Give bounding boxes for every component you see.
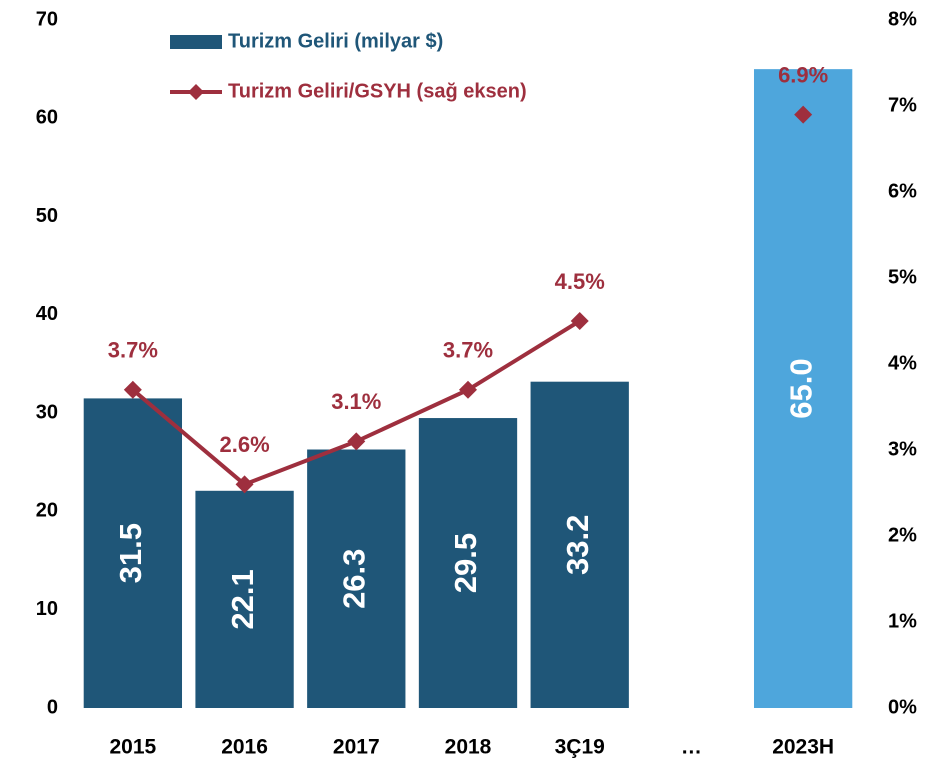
x-tick-label: 2015 — [109, 736, 156, 759]
legend-swatch — [170, 35, 222, 49]
x-tick-label: 2016 — [221, 736, 268, 759]
line-value-label: 3.1% — [331, 389, 381, 414]
line-marker — [347, 432, 366, 451]
bar-value-label: 26.3 — [336, 549, 371, 609]
y2-tick-label: 5% — [888, 266, 917, 288]
y2-tick-label: 2% — [888, 524, 917, 546]
legend-label: Turizm Geliri (milyar $) — [228, 30, 443, 52]
y2-tick-label: 4% — [888, 352, 917, 374]
y-tick-label: 20 — [36, 500, 58, 522]
y-tick-label: 50 — [36, 205, 58, 227]
bar-value-label: 31.5 — [113, 523, 148, 583]
line-marker — [459, 380, 477, 399]
bar — [307, 449, 406, 708]
line-marker — [123, 380, 142, 399]
line-value-label: 2.6% — [219, 432, 269, 457]
y-tick-label: 30 — [36, 401, 58, 423]
x-tick-label: 2017 — [333, 736, 380, 759]
line-marker — [794, 105, 813, 124]
legend-swatch-marker — [188, 84, 204, 100]
y2-tick-label: 0% — [888, 696, 917, 718]
line-value-label: 4.5% — [555, 269, 605, 294]
bar-value-label: 29.5 — [448, 533, 483, 593]
x-tick-label: 3Ç19 — [555, 736, 605, 759]
bar-value-label: 65.0 — [783, 358, 818, 418]
y-tick-label: 0 — [47, 696, 58, 718]
y-tick-label: 40 — [36, 303, 58, 325]
bar — [195, 490, 294, 708]
y2-tick-label: 1% — [888, 610, 917, 632]
bar — [83, 398, 183, 708]
line-value-label: 3.7% — [108, 338, 158, 363]
bar — [418, 418, 518, 708]
y2-tick-label: 3% — [888, 438, 917, 460]
y-tick-label: 70 — [36, 8, 58, 30]
line-value-label: 6.9% — [778, 62, 828, 87]
bar-value-label: 33.2 — [560, 515, 595, 575]
bar-value-label: 22.1 — [225, 569, 260, 629]
bar — [530, 381, 629, 708]
y-tick-label: 10 — [36, 598, 58, 620]
line-marker — [235, 475, 254, 494]
legend-label: Turizm Geliri/GSYH (sağ eksen) — [228, 80, 527, 102]
bar — [753, 69, 853, 708]
line-marker — [570, 312, 589, 330]
y-tick-label: 60 — [36, 107, 58, 129]
x-tick-label: … — [681, 736, 702, 759]
x-tick-label: 2018 — [445, 736, 492, 759]
y2-tick-label: 6% — [888, 180, 917, 202]
y2-tick-label: 8% — [888, 8, 917, 30]
line-value-label: 3.7% — [443, 338, 493, 363]
x-tick-label: 2023H — [772, 736, 834, 759]
y2-tick-label: 7% — [888, 94, 917, 116]
